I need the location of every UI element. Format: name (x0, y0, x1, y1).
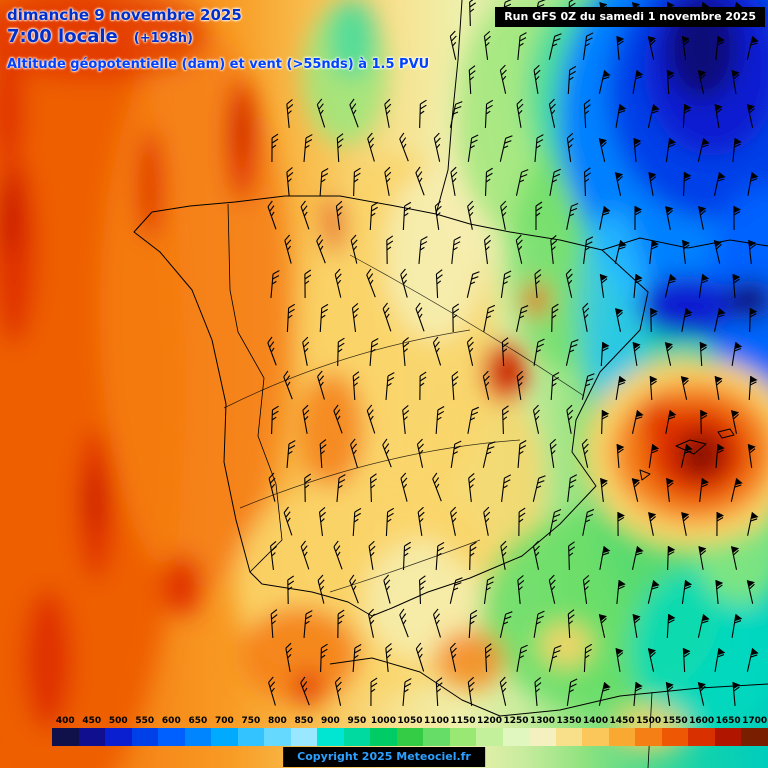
legend-color-cell (158, 728, 185, 746)
map-parameter-title: Altitude géopotentielle (dam) et vent (>… (7, 57, 430, 72)
legend-color-cell (449, 728, 477, 746)
legend-color-cell (52, 728, 79, 746)
legend-value: 600 (161, 716, 181, 726)
legend-value: 1350 (556, 716, 582, 726)
legend-color-cell (714, 728, 742, 746)
north-africa-coast (329, 657, 768, 717)
legend-value: 1700 (742, 716, 768, 726)
legend-value: 1150 (450, 716, 476, 726)
legend-value: 800 (267, 716, 287, 726)
legend-color-cell (343, 728, 371, 746)
legend-value: 1000 (370, 716, 396, 726)
legend-value: 750 (241, 716, 261, 726)
river-tagus (239, 439, 521, 509)
forecast-header: dimanche 9 novembre 2025 7:00 locale (+1… (7, 6, 429, 72)
legend-color-cell (476, 728, 503, 746)
legend-color-cell (396, 728, 424, 746)
legend-color-cell (688, 728, 715, 746)
iberia-coastline (133, 195, 649, 617)
river-ebro (349, 254, 585, 397)
forecast-hour-offset: (+198h) (133, 31, 193, 46)
legend-value: 900 (321, 716, 340, 726)
legend-color-cell (529, 728, 556, 746)
legend-color-cell (423, 728, 450, 746)
forecast-date: dimanche 9 novembre 2025 (7, 6, 242, 24)
legend-value: 1500 (636, 716, 662, 726)
legend-value: 400 (55, 716, 75, 726)
legend-value: 850 (294, 716, 314, 726)
legend-color-cell (555, 728, 583, 746)
legend-color-cell (608, 728, 636, 746)
legend-color-cell (582, 728, 609, 746)
balearic-islands (639, 428, 735, 481)
legend-value: 1650 (715, 716, 741, 726)
legend-value: 1400 (583, 716, 609, 726)
forecast-local-time: 7:00 locale (7, 26, 118, 47)
legend-color-cell (661, 728, 689, 746)
legend-color-cell (741, 728, 768, 746)
legend-value: 950 (347, 716, 367, 726)
legend-value: 1250 (503, 716, 529, 726)
legend-color-cell (502, 728, 530, 746)
legend-color-cell (264, 728, 291, 746)
river-guadalquivir (329, 539, 481, 593)
legend-value: 1200 (476, 716, 503, 726)
legend-color-cell (78, 728, 106, 746)
legend-value: 700 (214, 716, 234, 726)
river-douro (223, 329, 471, 409)
legend-value: 650 (188, 716, 208, 726)
legend-color-cell (635, 728, 662, 746)
legend-color-cell (131, 728, 159, 746)
legend-value: 450 (82, 716, 102, 726)
legend-color-cell (317, 728, 344, 746)
legend-colorbar (52, 728, 768, 746)
legend-value: 1050 (397, 716, 423, 726)
legend-value: 1300 (530, 716, 556, 726)
legend-color-cell (184, 728, 212, 746)
portugal-spain-border (227, 203, 283, 573)
legend-value: 500 (108, 716, 128, 726)
coastlines-borders (133, 0, 768, 768)
france-mediterranean-coast (601, 237, 768, 251)
legend-color-cell (105, 728, 132, 746)
copyright-banner: Copyright 2025 Meteociel.fr (283, 747, 485, 767)
legend-value: 1550 (662, 716, 688, 726)
legend-color-cell (211, 728, 238, 746)
legend-color-cell (237, 728, 265, 746)
legend-color-cell (290, 728, 318, 746)
legend-value: 1100 (423, 716, 449, 726)
legend-color-cell (370, 728, 397, 746)
legend-value: 1450 (609, 716, 635, 726)
legend-values-row: 400 450 500 550 600 650 700 750 800 850 900 950 1000… (52, 715, 768, 728)
legend-value: 1600 (689, 716, 715, 726)
forecast-time-row: 7:00 locale (+198h) (7, 26, 429, 47)
color-scale-legend: 400 450 500 550 600 650 700 750 800 850 900 950 1000… (52, 715, 768, 746)
legend-value: 550 (135, 716, 155, 726)
model-run-info: Run GFS 0Z du samedi 1 novembre 2025 (495, 7, 765, 27)
